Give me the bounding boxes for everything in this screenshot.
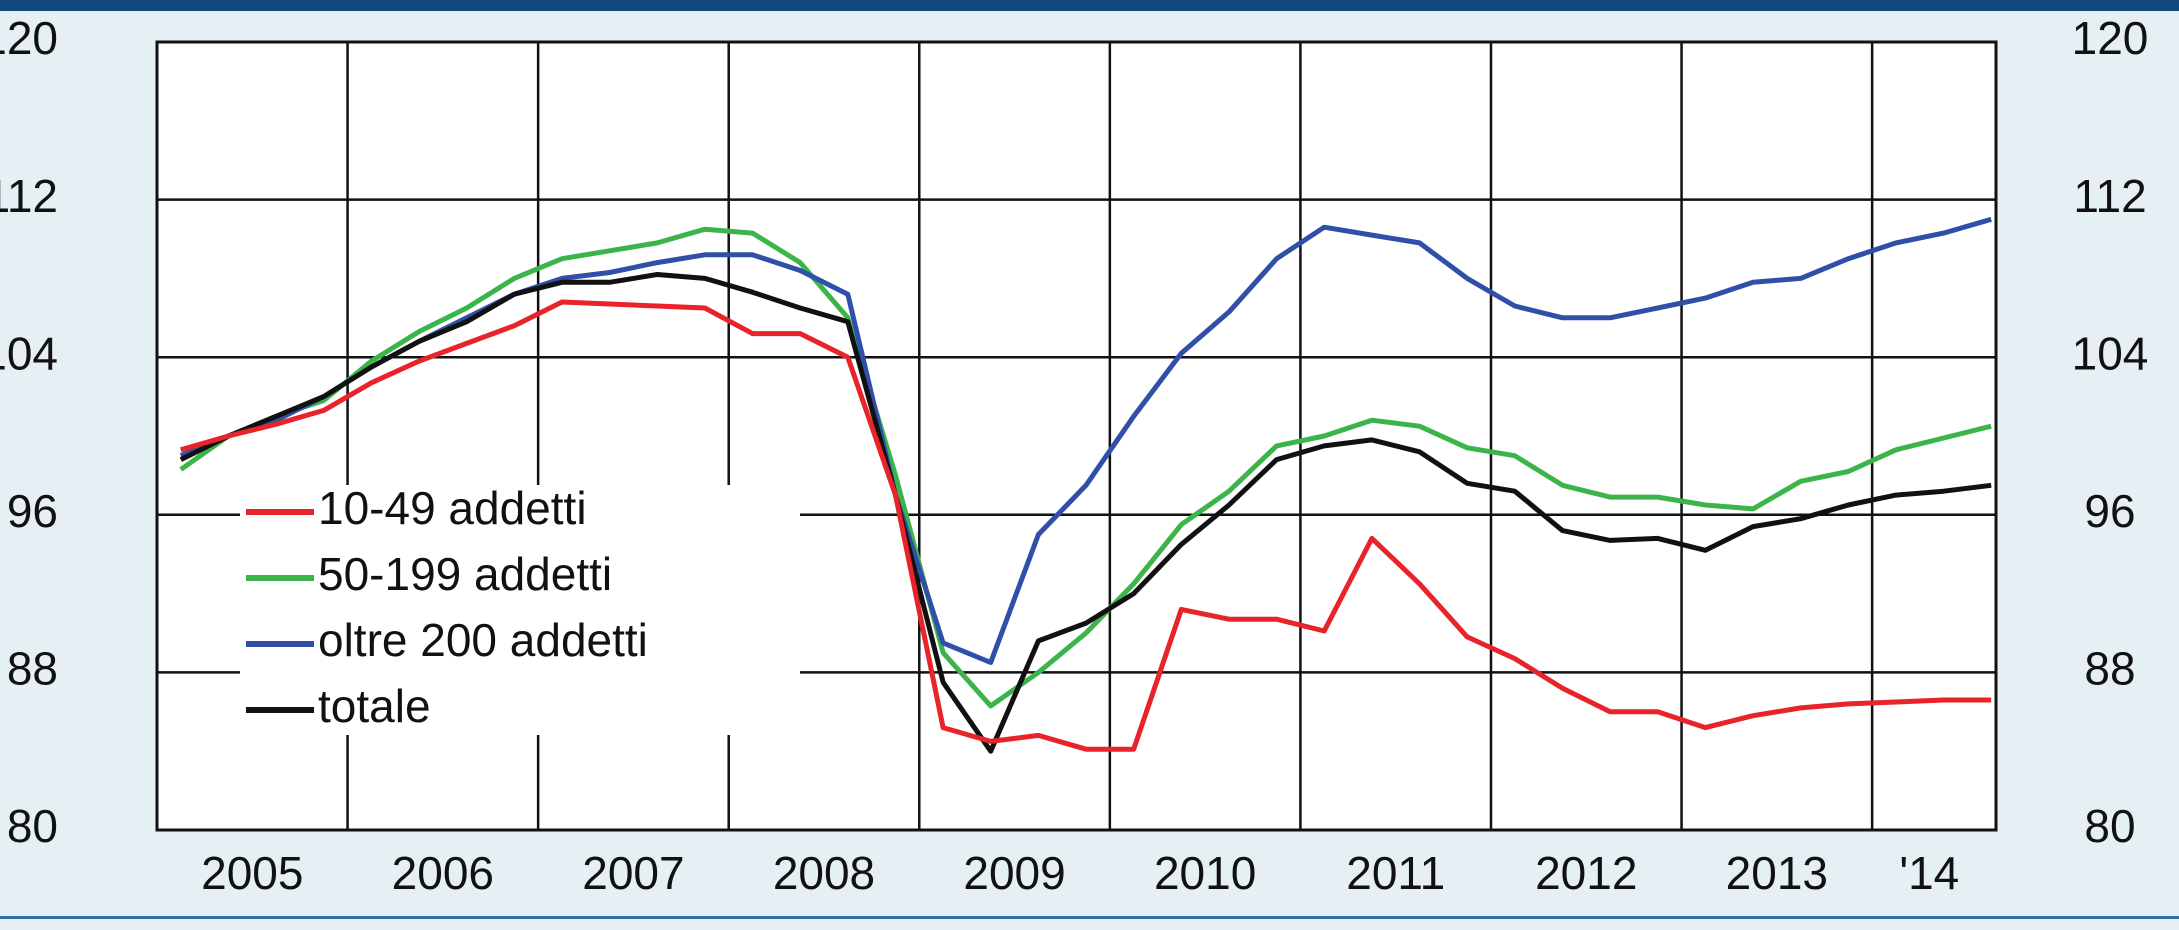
legend-label: totale xyxy=(318,680,431,732)
x-tick-label: 2013 xyxy=(1726,847,1828,899)
y2-tick-label: 80 xyxy=(2084,800,2135,852)
y-tick-label: 80 xyxy=(7,800,58,852)
x-tick-label: 2005 xyxy=(201,847,303,899)
x-tick-label: 2010 xyxy=(1154,847,1256,899)
legend-box xyxy=(240,485,800,735)
y2-tick-label: 104 xyxy=(2072,327,2149,379)
y2-tick-label: 96 xyxy=(2084,485,2135,537)
legend-label: oltre 200 addetti xyxy=(318,614,648,666)
y2-tick-label: 112 xyxy=(2073,170,2146,222)
y-tick-label: 104 xyxy=(0,327,58,379)
x-tick-label: 2011 xyxy=(1346,847,1445,899)
x-tick-label: 2009 xyxy=(963,847,1065,899)
y-tick-label: 120 xyxy=(0,12,58,64)
series-line xyxy=(179,226,1992,709)
x-tick-label: 2006 xyxy=(392,847,494,899)
x-tick-label: 2007 xyxy=(582,847,684,899)
top-bar xyxy=(0,0,2179,11)
series-line xyxy=(180,299,1992,752)
y-tick-label: 112 xyxy=(0,170,58,222)
y2-tick-label: 88 xyxy=(2084,643,2135,695)
legend-label: 10-49 addetti xyxy=(318,482,587,534)
x-tick-label: 2008 xyxy=(773,847,875,899)
x-tick-label: 2012 xyxy=(1535,847,1637,899)
bottom-rule xyxy=(0,916,2179,919)
legend-label: 50-199 addetti xyxy=(318,548,612,600)
x-tick-label: '14 xyxy=(1899,847,1959,899)
y-tick-label: 96 xyxy=(7,485,58,537)
series-line xyxy=(179,272,1992,754)
y2-tick-label: 120 xyxy=(2072,12,2149,64)
y-tick-label: 88 xyxy=(7,643,58,695)
